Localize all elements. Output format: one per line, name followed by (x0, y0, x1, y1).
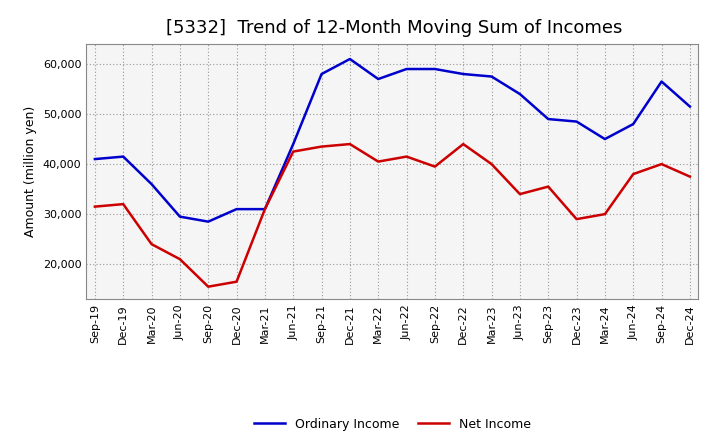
Ordinary Income (289, 141, 297, 147)
Net Income (374, 159, 382, 164)
Line: Net Income: Net Income (95, 144, 690, 287)
Net Income (233, 279, 241, 284)
Ordinary Income (261, 206, 269, 212)
Net Income (91, 204, 99, 209)
Net Income (318, 144, 326, 149)
Ordinary Income (629, 121, 637, 127)
Net Income (402, 154, 411, 159)
Ordinary Income (544, 117, 552, 122)
Y-axis label: Amount (million yen): Amount (million yen) (24, 106, 37, 237)
Net Income (600, 212, 609, 217)
Net Income (431, 164, 439, 169)
Legend: Ordinary Income, Net Income: Ordinary Income, Net Income (248, 413, 536, 436)
Net Income (572, 216, 581, 222)
Net Income (459, 141, 467, 147)
Ordinary Income (657, 79, 666, 84)
Net Income (629, 172, 637, 177)
Text: [5332]  Trend of 12-Month Moving Sum of Incomes: [5332] Trend of 12-Month Moving Sum of I… (166, 19, 622, 37)
Ordinary Income (600, 136, 609, 142)
Ordinary Income (318, 71, 326, 77)
Net Income (119, 202, 127, 207)
Ordinary Income (431, 66, 439, 72)
Ordinary Income (516, 92, 524, 97)
Ordinary Income (459, 71, 467, 77)
Net Income (346, 141, 354, 147)
Ordinary Income (91, 157, 99, 162)
Net Income (685, 174, 694, 179)
Net Income (657, 161, 666, 167)
Line: Ordinary Income: Ordinary Income (95, 59, 690, 222)
Ordinary Income (572, 119, 581, 124)
Ordinary Income (119, 154, 127, 159)
Net Income (544, 184, 552, 189)
Ordinary Income (233, 206, 241, 212)
Ordinary Income (402, 66, 411, 72)
Net Income (516, 191, 524, 197)
Ordinary Income (685, 104, 694, 109)
Ordinary Income (487, 74, 496, 79)
Ordinary Income (204, 219, 212, 224)
Ordinary Income (148, 181, 156, 187)
Net Income (204, 284, 212, 290)
Net Income (176, 257, 184, 262)
Ordinary Income (346, 56, 354, 62)
Net Income (487, 161, 496, 167)
Net Income (148, 242, 156, 247)
Net Income (261, 206, 269, 212)
Ordinary Income (176, 214, 184, 219)
Net Income (289, 149, 297, 154)
Ordinary Income (374, 77, 382, 82)
